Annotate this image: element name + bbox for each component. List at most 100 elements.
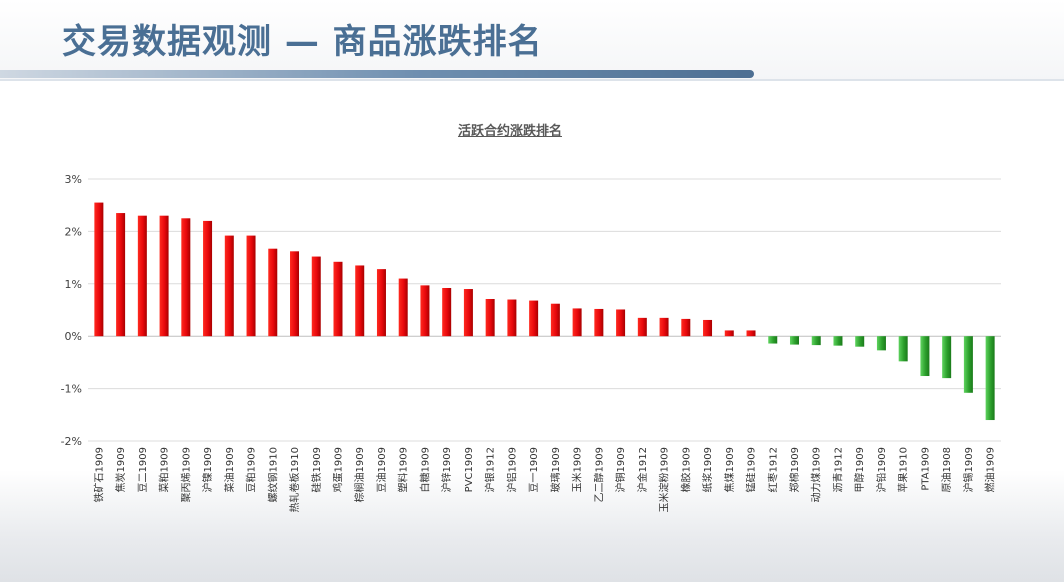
bar-positive [637,317,647,337]
x-tick-label: 锰硅1909 [745,447,758,492]
x-tick-label: 沪铅1909 [875,447,888,492]
x-tick-label: 动力煤1909 [810,447,823,502]
x-tick-label: 燃油1909 [984,447,997,492]
bar-positive [94,202,104,337]
bar-positive [572,308,582,337]
bar-positive [137,215,147,337]
x-tick-label: 红枣1912 [766,447,779,492]
bar-positive [181,218,191,337]
x-tick-label: 橡胶1909 [679,447,692,492]
chart-bars [94,202,995,421]
x-tick-label: 沪镍1909 [201,447,214,492]
x-tick-label: 沥青1912 [831,447,844,492]
x-tick-label: 菜油1909 [223,447,236,492]
x-tick-label: PVC1909 [464,447,475,492]
bar-positive [116,213,126,337]
bar-positive [246,235,256,337]
bar-positive [268,248,278,337]
bar-negative [833,336,843,346]
x-tick-label: 郑棉1909 [788,447,801,492]
x-tick-label: 铁矿石1909 [92,447,105,502]
x-tick-label: 沪锡1909 [962,447,975,492]
x-tick-label: 沪铝1909 [505,447,518,492]
bar-positive [485,298,495,337]
bar-negative [942,336,952,379]
x-tick-label: 苹果1910 [897,447,910,492]
y-tick-label: 0% [65,330,82,343]
x-tick-label: 螺纹钢1910 [266,447,279,502]
chart-gridlines [88,178,1001,442]
y-tick-label: 1% [65,278,82,291]
x-tick-label: 玉米1909 [571,447,584,492]
y-tick-label: 2% [65,225,82,238]
footer-background [0,470,1064,582]
bar-negative [985,336,995,421]
bar-positive [681,318,691,337]
bar-negative [789,336,799,345]
bar-negative [811,336,821,346]
x-tick-label: 热轧卷板1910 [288,447,301,512]
bar-positive [550,303,560,337]
bar-positive [355,265,365,337]
bar-positive [159,215,169,337]
x-tick-label: 甲醇1909 [853,447,866,492]
bar-positive [376,269,386,337]
x-tick-label: 焦煤1909 [723,447,736,492]
bar-positive [616,309,626,337]
x-tick-label: 玉米淀粉1909 [658,447,671,512]
bar-positive [746,330,756,337]
title-divider [0,79,1064,81]
x-tick-label: PTA1909 [920,447,931,491]
x-tick-label: 菜粕1909 [158,447,171,492]
bar-positive [420,285,430,337]
bar-positive [724,330,734,337]
y-tick-label: 3% [65,173,82,186]
bar-positive [290,251,300,337]
y-axis: 3% 2% 1% 0% -1% -2% [61,173,82,448]
x-tick-label: 豆粕1909 [245,447,258,492]
x-tick-label: 沪银1912 [484,447,497,492]
x-tick-label: 原油1908 [940,447,953,492]
bar-positive [333,261,343,337]
bar-positive [224,235,234,337]
bar-positive [529,300,539,337]
x-tick-label: 塑料1909 [397,447,410,492]
title-underline-bar [0,70,754,78]
x-tick-label: 乙二醇1909 [592,447,605,502]
bar-positive [203,220,213,337]
y-tick-label: -2% [61,435,82,448]
x-tick-label: 豆一1909 [528,447,540,492]
chart-title: 活跃合约涨跌排名 [457,124,562,139]
x-tick-label: 沪锌1909 [440,447,453,492]
x-tick-label: 沪金1912 [636,447,649,492]
y-tick-label: -1% [61,383,82,396]
bar-negative [768,336,778,344]
bar-positive [507,299,517,337]
x-tick-label: 棕榈油1909 [353,447,366,502]
bar-positive [703,319,713,337]
x-tick-label: 白糖1909 [418,447,431,492]
bar-positive [463,289,473,337]
x-tick-label: 焦炭1909 [114,447,127,492]
x-axis-labels: 铁矿石1909 焦炭1909 豆二1909 菜粕1909 聚丙烯1909 沪镍1909 菜油… [92,447,996,512]
header-background [0,0,1064,80]
bar-positive [659,317,669,337]
bar-positive [311,256,321,337]
x-tick-label: 豆油1909 [375,447,388,492]
x-tick-label: 聚丙烯1909 [179,447,192,502]
bar-negative [963,336,973,393]
x-tick-label: 鸡蛋1909 [331,447,344,492]
x-tick-label: 硅铁1909 [310,447,323,492]
bar-positive [594,308,604,337]
bar-negative [898,336,908,362]
page-title: 交易数据观测 — 商品涨跌排名 [62,22,543,62]
bar-negative [855,336,865,347]
x-tick-label: 沪铜1909 [614,447,627,492]
x-tick-label: 豆二1909 [137,447,149,492]
bar-positive [398,278,408,337]
x-tick-label: 纸浆1909 [701,447,714,492]
bar-positive [442,287,452,337]
bar-negative [920,336,930,377]
x-tick-label: 玻璃1909 [549,447,562,492]
